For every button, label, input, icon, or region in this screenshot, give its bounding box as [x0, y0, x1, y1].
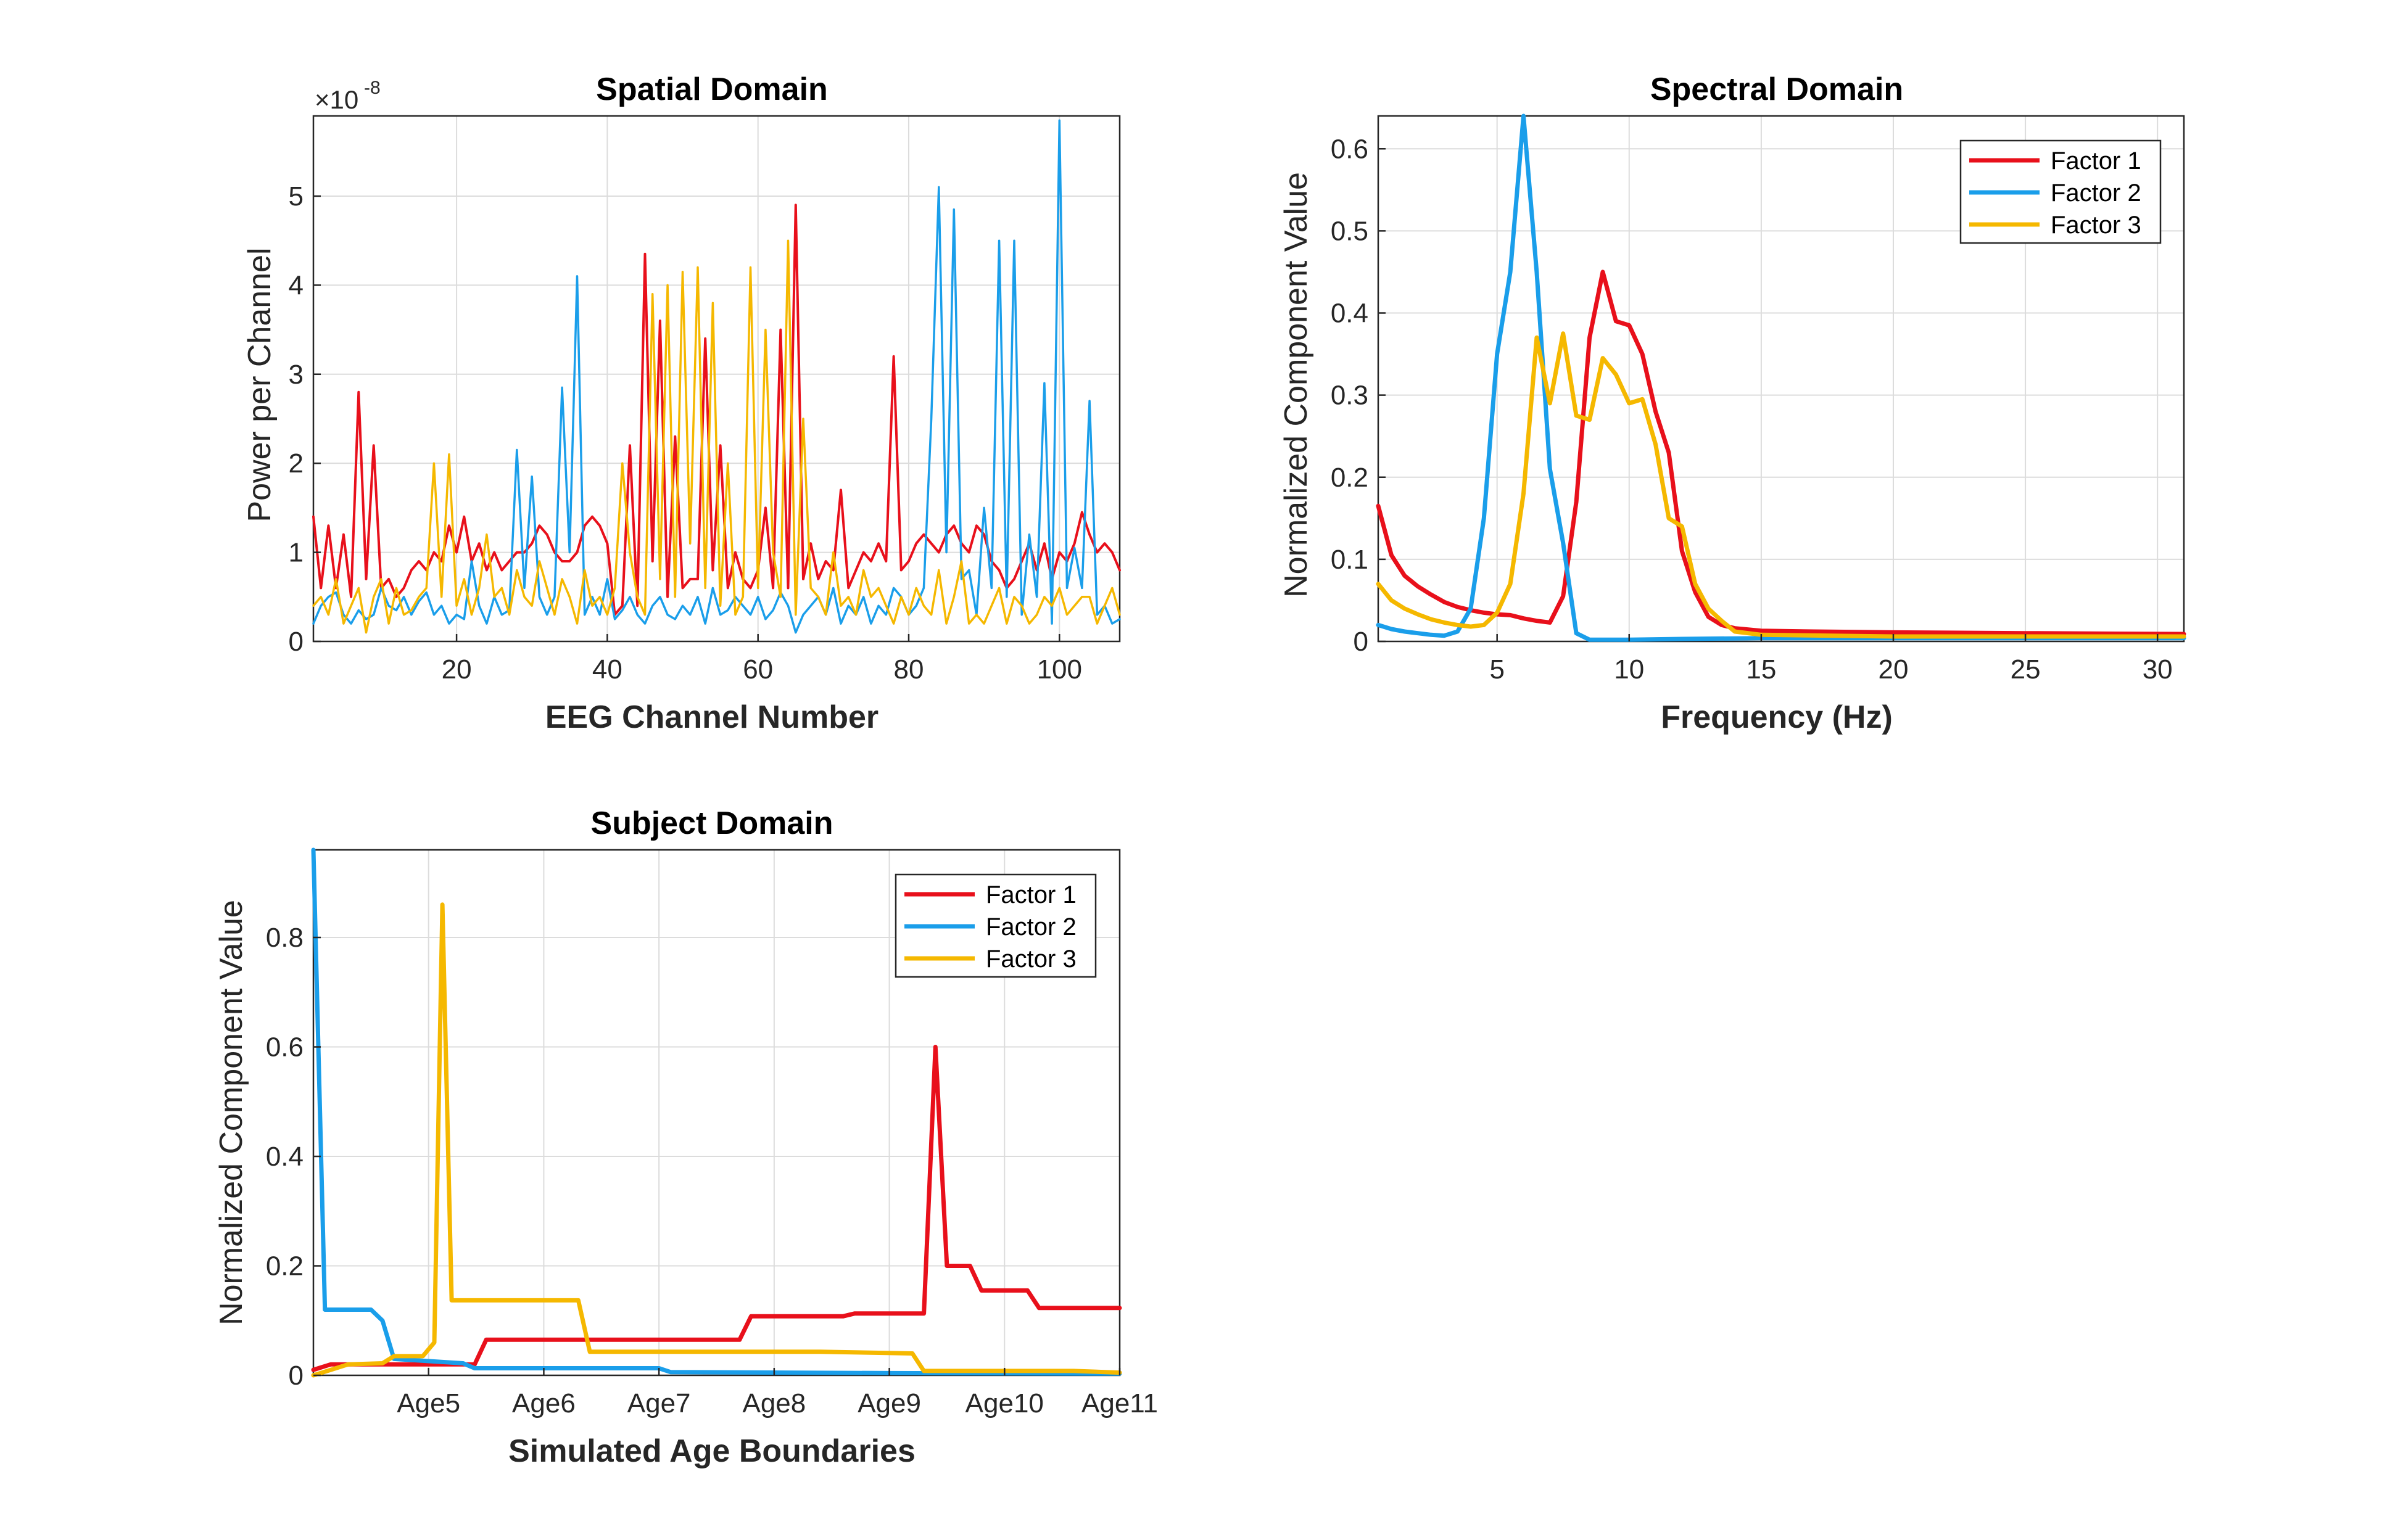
spatial-y-tick-label: 4	[289, 270, 304, 300]
spectral-y-tick-label: 0.6	[1331, 134, 1368, 164]
subject-x-tick-label: Age5	[397, 1388, 460, 1419]
spatial-y-label: Power per Channel	[242, 247, 278, 522]
subject-y-tick-label: 0.8	[266, 923, 304, 953]
subject-x-tick-label: Age6	[512, 1388, 576, 1419]
subject-legend-label-1: Factor 1	[986, 881, 1077, 908]
subject-series-line-1	[311, 1045, 1122, 1372]
spectral-x-tick-label: 20	[1879, 654, 1909, 685]
spatial-x-tick-label: 100	[1037, 654, 1082, 685]
spectral-y-label: Normalized Component Value	[1278, 172, 1314, 598]
spectral-panel: 5 10 15 20 25 30 0 0.1 0.2 0.3 0.4 0.5 0.6 Spectral…	[1278, 72, 2186, 735]
subject-x-tick-label: Age11	[1081, 1388, 1158, 1419]
spectral-title: Spectral Domain	[1650, 72, 1903, 107]
spatial-y-tick-label: 3	[289, 360, 304, 390]
subject-y-tick-label: 0.6	[266, 1032, 304, 1063]
subject-panel: Age5 Age6 Age7 Age8 Age9 Age10 Age11 0 0.2 0.4 0.…	[213, 805, 1158, 1469]
spectral-x-ticks: 5 10 15 20 25 30	[1489, 634, 2173, 685]
spectral-series-line-3	[1376, 331, 2186, 639]
spatial-y-tick-label: 1	[289, 538, 304, 568]
spatial-y-tick-label: 2	[289, 448, 304, 479]
subject-series-line-2	[311, 847, 1122, 1376]
spectral-legend-label-1: Factor 1	[2051, 147, 2141, 175]
spatial-y-tick-label: 0	[289, 627, 304, 657]
subject-y-tick-label: 0.2	[266, 1251, 304, 1282]
subject-axes-box	[312, 849, 1121, 1377]
spectral-y-ticks: 0 0.1 0.2 0.3 0.4 0.5 0.6	[1331, 134, 1386, 657]
spatial-series-line-2	[312, 119, 1121, 634]
spatial-x-tick-label: 60	[743, 654, 773, 685]
spatial-axes-box	[312, 115, 1121, 643]
spectral-y-tick-label: 0.1	[1331, 545, 1368, 575]
subject-x-tick-label: Age7	[627, 1388, 691, 1419]
spatial-series	[312, 119, 1121, 634]
subject-legend-label-2: Factor 2	[986, 913, 1077, 941]
spatial-series-line-3	[312, 239, 1121, 634]
spatial-y-ticks: 0 1 2 3 4 5	[289, 181, 321, 657]
spectral-y-tick-label: 0.4	[1331, 299, 1368, 329]
subject-x-ticks: Age5 Age6 Age7 Age8 Age9 Age10 Age11	[397, 1368, 1158, 1419]
spatial-x-label: EEG Channel Number	[545, 699, 878, 735]
spatial-series-line-1	[312, 204, 1121, 616]
spectral-legend-label-3: Factor 3	[2051, 212, 2141, 239]
spectral-y-tick-label: 0	[1354, 627, 1368, 657]
subject-x-tick-label: Age10	[965, 1388, 1044, 1419]
subject-x-label: Simulated Age Boundaries	[508, 1433, 916, 1469]
subject-y-ticks: 0 0.2 0.4 0.6 0.8	[266, 923, 321, 1391]
spectral-x-tick-label: 10	[1614, 654, 1644, 685]
spectral-x-label: Frequency (Hz)	[1661, 699, 1893, 735]
subject-x-tick-label: Age9	[858, 1388, 921, 1419]
spectral-y-tick-label: 0.3	[1331, 381, 1368, 411]
spatial-y-exponent-power: -8	[364, 78, 381, 98]
spatial-title: Spatial Domain	[596, 72, 828, 107]
spectral-x-tick-label: 5	[1489, 654, 1504, 685]
subject-series-line-3	[311, 902, 1122, 1378]
spectral-x-tick-label: 30	[2143, 654, 2173, 685]
subject-legend: Factor 1 Factor 2 Factor 3	[895, 873, 1097, 978]
spatial-x-tick-label: 20	[442, 654, 472, 685]
spectral-series-line-1	[1376, 270, 2186, 636]
spectral-y-tick-label: 0.5	[1331, 216, 1368, 246]
subject-y-tick-label: 0.4	[266, 1142, 304, 1172]
spatial-x-ticks: 20 40 60 80 100	[442, 634, 1082, 685]
spatial-x-tick-label: 40	[592, 654, 622, 685]
spatial-y-tick-label: 5	[289, 181, 304, 212]
spectral-x-tick-label: 25	[2011, 654, 2041, 685]
subject-x-tick-label: Age8	[742, 1388, 806, 1419]
subject-series	[311, 847, 1122, 1378]
spectral-series-line-2	[1376, 113, 2186, 642]
spectral-axes-box	[1377, 115, 2185, 643]
subject-legend-label-3: Factor 3	[986, 945, 1077, 973]
spatial-panel: 20 40 60 80 100 0 1 2 3 4 5 Spatial Domain EEG Ch…	[242, 72, 1121, 735]
spectral-series	[1376, 113, 2186, 642]
spatial-x-tick-label: 80	[894, 654, 924, 685]
subject-y-tick-label: 0	[289, 1361, 304, 1391]
spectral-legend-label-2: Factor 2	[2051, 179, 2141, 207]
spectral-y-tick-label: 0.2	[1331, 463, 1368, 493]
subject-title: Subject Domain	[591, 805, 833, 841]
spectral-x-tick-label: 15	[1746, 654, 1776, 685]
spatial-grid	[313, 116, 1120, 642]
spectral-legend: Factor 1 Factor 2 Factor 3	[1959, 139, 2162, 244]
subject-y-label: Normalized Component Value	[213, 900, 249, 1325]
spatial-y-exponent: ×10	[315, 85, 358, 114]
subject-grid	[313, 850, 1120, 1376]
